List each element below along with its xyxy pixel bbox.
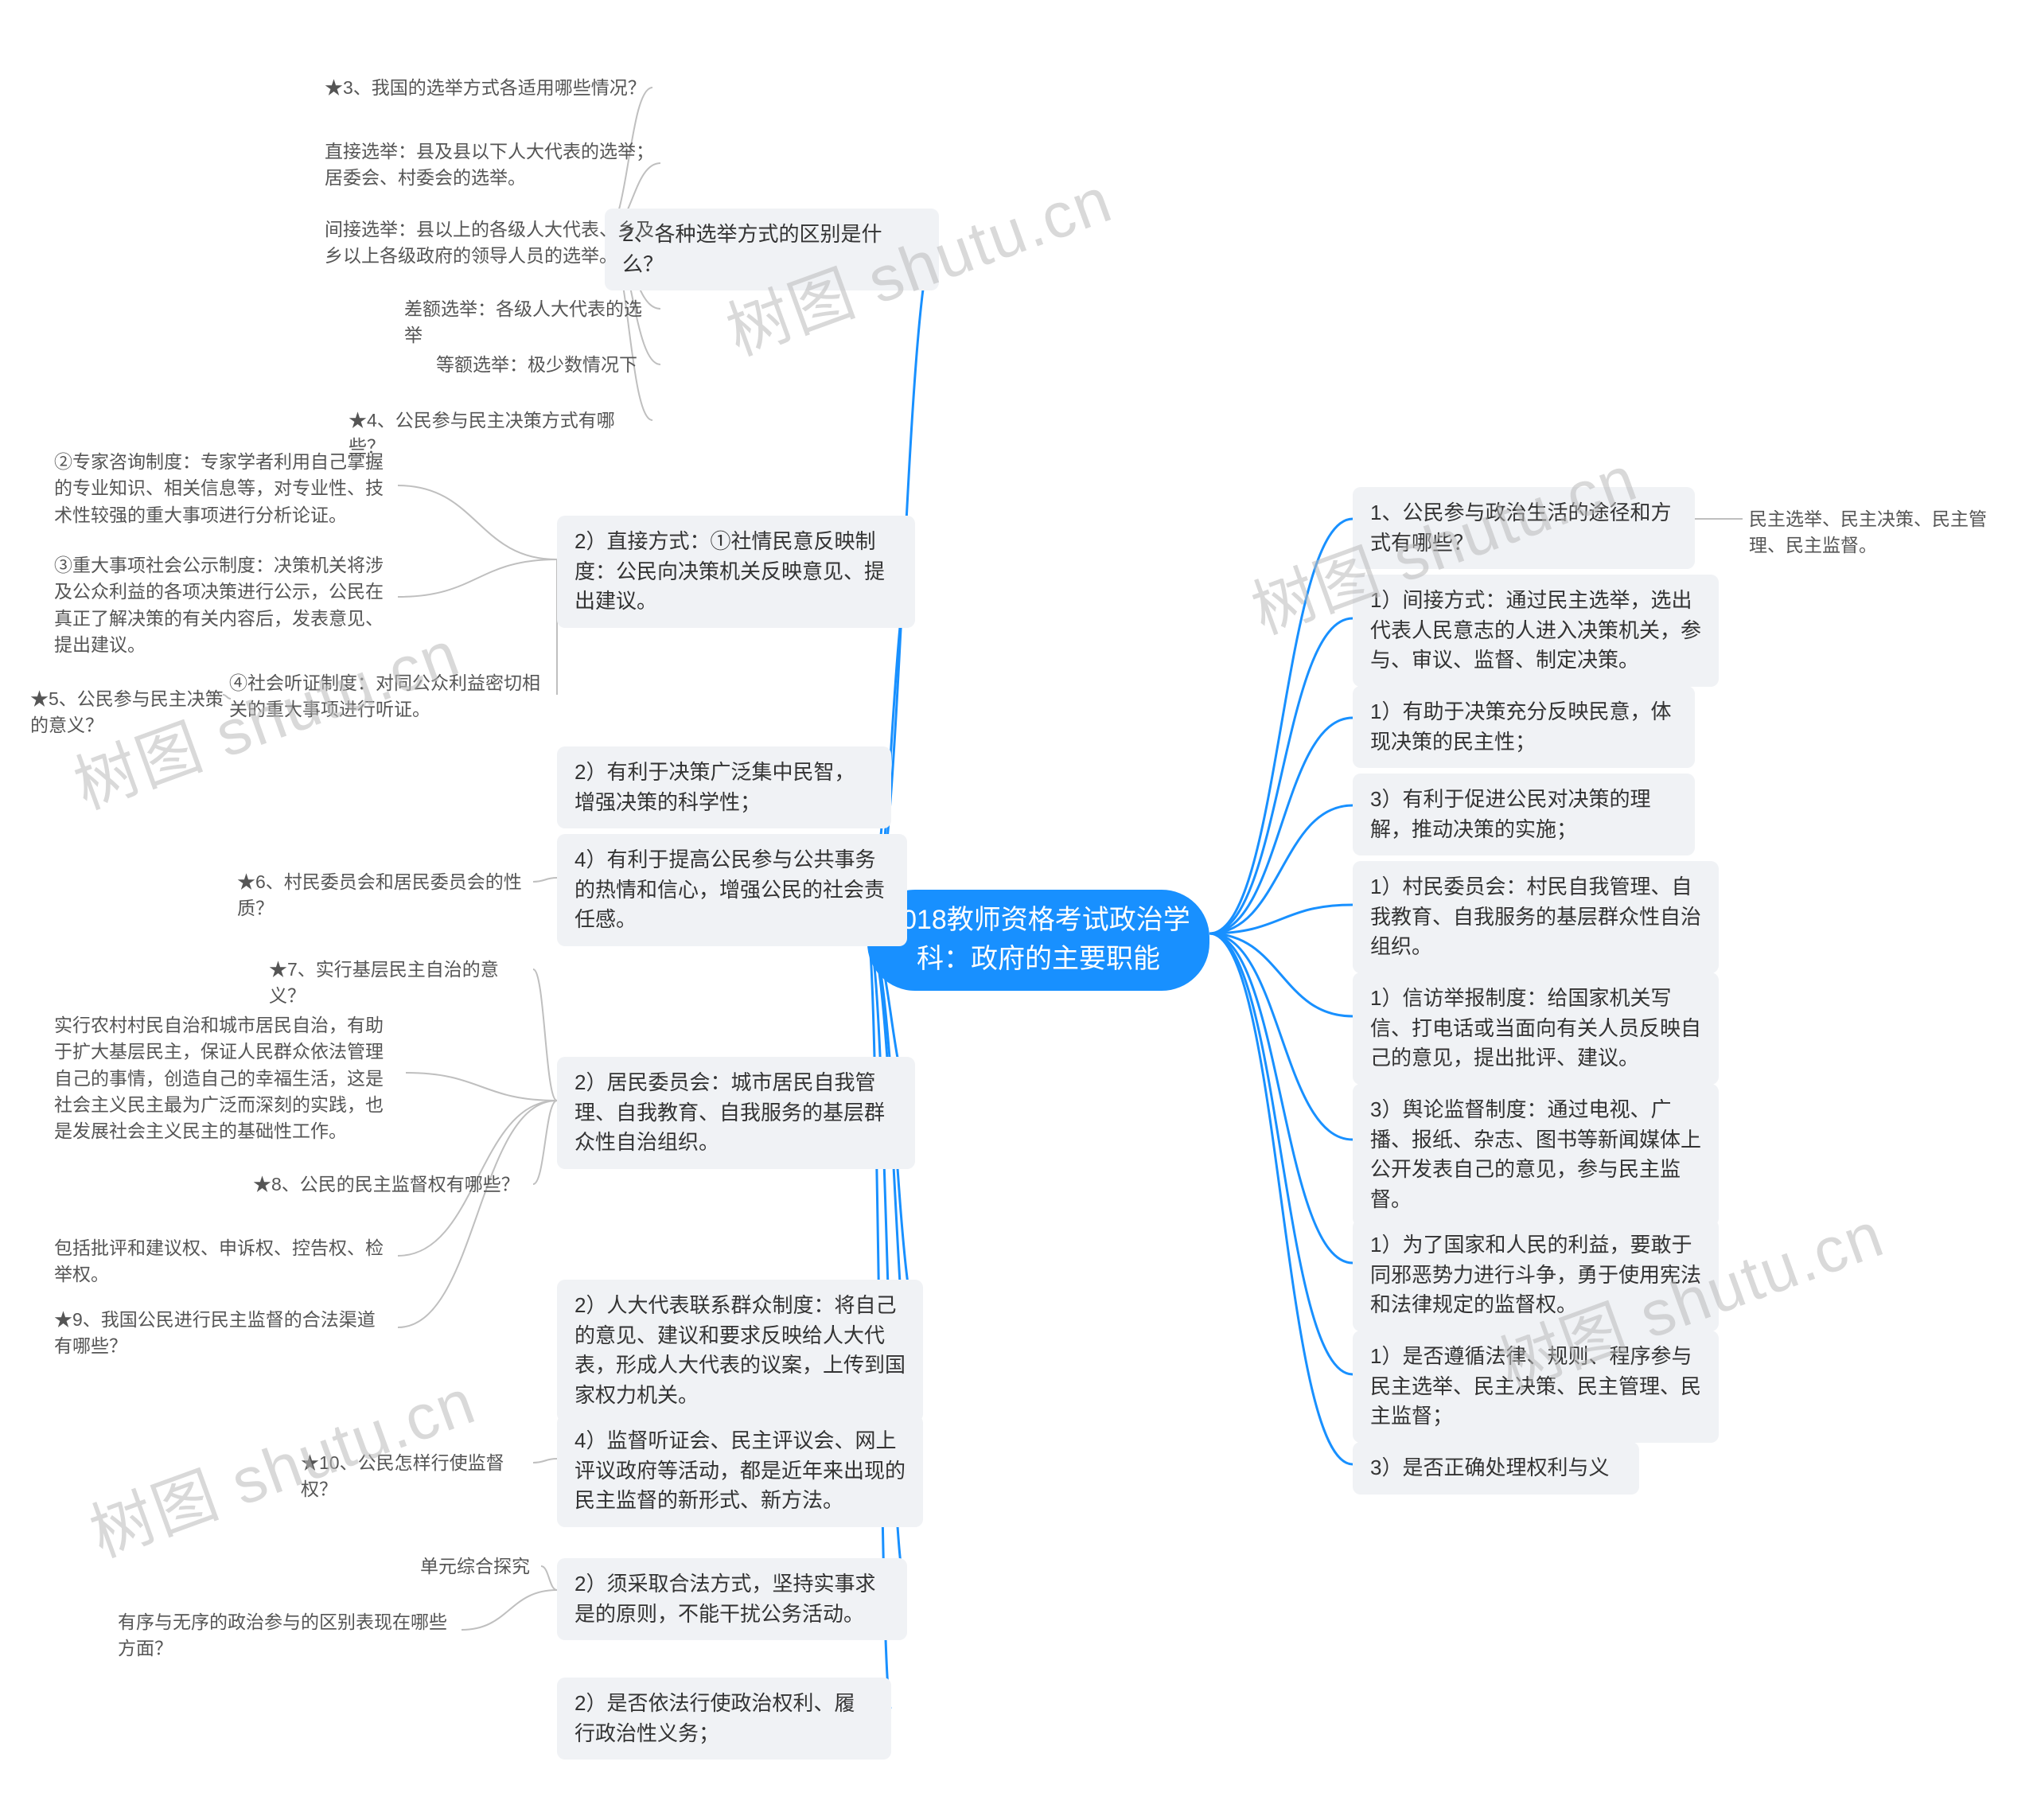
l7: 4）监督听证会、民主评议会、网上评议政府等活动，都是近年来出现的民主监督的新形式… (557, 1415, 923, 1527)
l1a: ★3、我国的选举方式各适用哪些情况？ (318, 72, 652, 104)
l5: 2）居民委员会：城市居民自我管理、自我教育、自我服务的基层群众性自治组织。 (557, 1057, 915, 1169)
l3: 2）有利于决策广泛集中民智，增强决策的科学性； (557, 746, 891, 828)
l9: 2）是否依法行使政治权利、履行政治性义务； (557, 1678, 891, 1760)
r10: 3）是否正确处理权利与义 (1353, 1442, 1639, 1495)
r5: 1）村民委员会：村民自我管理、自我教育、自我服务的基层群众性自治组织。 (1353, 861, 1719, 973)
r3: 1）有助于决策充分反映民意，体现决策的民主性； (1353, 686, 1695, 768)
l7a: ★10、公民怎样行使监督权？ (294, 1447, 533, 1506)
r8: 1）为了国家和人民的利益，要敢于同邪恶势力进行斗争，勇于使用宪法和法律规定的监督… (1353, 1219, 1719, 1331)
r1a: 民主选举、民主决策、民主管理、民主监督。 (1743, 503, 2013, 563)
l5b: 实行农村村民自治和城市居民自治，有助于扩大基层民主，保证人民群众依法管理自己的事… (48, 1009, 406, 1148)
r2: 1）间接方式：通过民主选举，选出代表人民意志的人进入决策机关，参与、审议、监督、… (1353, 575, 1719, 687)
l4: 4）有利于提高公民参与公共事务的热情和信心，增强公民的社会责任感。 (557, 834, 907, 946)
l5e: ★9、我国公民进行民主监督的合法渠道有哪些？ (48, 1304, 398, 1363)
r7: 3）舆论监督制度：通过电视、广播、报纸、杂志、图书等新闻媒体上公开发表自己的意见… (1353, 1084, 1719, 1226)
l8b: 有序与无序的政治参与的区别表现在哪些方面？ (111, 1606, 462, 1666)
l2: 2）直接方式：①社情民意反映制度：公民向决策机关反映意见、提出建议。 (557, 516, 915, 628)
c0: 2018教师资格考试政治学科：政府的主要职能 (867, 890, 1209, 991)
l5a: ★7、实行基层民主自治的意义？ (263, 953, 533, 1013)
l5d: 包括批评和建议权、申诉权、控告权、检举权。 (48, 1232, 398, 1292)
r6: 1）信访举报制度：给国家机关写信、打电话或当面向有关人员反映自己的意见，提出批评… (1353, 972, 1719, 1085)
r1: 1、公民参与政治生活的途径和方式有哪些？ (1353, 487, 1695, 569)
l2b: ③重大事项社会公示制度：决策机关将涉及公众利益的各项决策进行公示，公民在真正了解… (48, 549, 398, 661)
l1b: 直接选举：县及县以下人大代表的选举；居委会、村委会的选举。 (318, 135, 660, 195)
l4a: ★6、村民委员会和居民委员会的性质？ (231, 866, 533, 926)
l2c1: ★5、公民参与民主决策的意义？ (24, 683, 231, 742)
l5c: ★8、公民的民主监督权有哪些？ (247, 1168, 533, 1201)
r4: 3）有利于促进公民对决策的理解，推动决策的实施； (1353, 774, 1695, 855)
l2c: ④社会听证制度：对同公众利益密切相关的重大事项进行听证。 (223, 667, 557, 727)
l1c: 间接选举：县以上的各级人大代表、乡及乡以上各级政府的领导人员的选举。 (318, 213, 660, 273)
r9: 1）是否遵循法律、规则、程序参与民主选举、民主决策、民主管理、民主监督； (1353, 1331, 1719, 1443)
l1e: 等额选举：极少数情况下 (430, 349, 660, 381)
l8: 2）须采取合法方式，坚持实事求是的原则，不能干扰公务活动。 (557, 1558, 907, 1640)
l1d: 差额选举：各级人大代表的选举 (398, 293, 660, 353)
l2a: ②专家咨询制度：专家学者利用自己掌握的专业知识、相关信息等，对专业性、技术性较强… (48, 446, 398, 532)
l8a: 单元综合探究 (414, 1550, 541, 1583)
l6: 2）人大代表联系群众制度：将自己的意见、建议和要求反映给人大代表，形成人大代表的… (557, 1280, 923, 1422)
